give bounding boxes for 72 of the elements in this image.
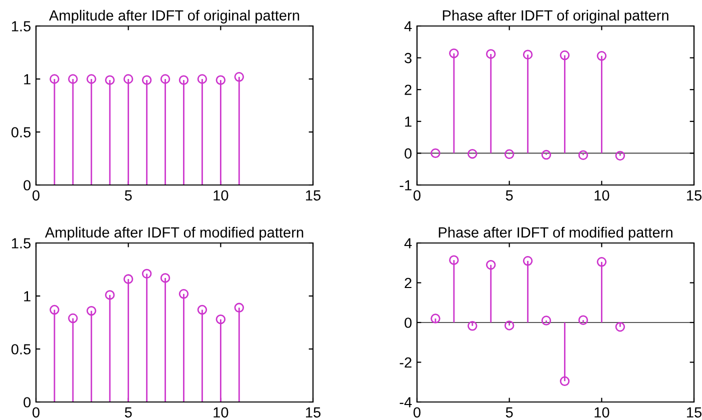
x-tick-label: 10 bbox=[594, 407, 610, 418]
y-tick-label: 0 bbox=[24, 397, 31, 408]
y-tick-label: -1 bbox=[400, 180, 412, 190]
point bbox=[504, 320, 514, 330]
x-tick-label: 0 bbox=[32, 190, 40, 201]
point bbox=[449, 255, 459, 265]
x-tick-label: 5 bbox=[124, 190, 132, 201]
x-tick-label: 10 bbox=[594, 190, 610, 201]
point bbox=[86, 306, 96, 316]
point bbox=[541, 150, 552, 160]
y-tick-label: 3 bbox=[404, 52, 412, 64]
x-tick-label: 15 bbox=[306, 407, 320, 418]
point bbox=[430, 314, 440, 324]
chart-title: Amplitude after IDFT of modified pattern bbox=[44, 226, 304, 240]
x-tick-label: 0 bbox=[414, 190, 420, 201]
point bbox=[449, 48, 459, 58]
point bbox=[541, 316, 552, 326]
point bbox=[578, 315, 588, 325]
y-tick-label: 0 bbox=[24, 180, 31, 190]
y-tick-label: 2 bbox=[404, 84, 412, 95]
x-tick-label: 5 bbox=[124, 407, 132, 418]
x-tick-label: 15 bbox=[306, 190, 320, 201]
point bbox=[560, 50, 570, 60]
point bbox=[486, 260, 496, 270]
chart-title: Phase after IDFT of original pattern bbox=[442, 10, 668, 24]
point bbox=[234, 302, 244, 313]
chart-title: Phase after IDFT of modified pattern bbox=[438, 226, 672, 240]
point bbox=[178, 289, 189, 299]
y-tick-label: 0.5 bbox=[11, 344, 31, 354]
point bbox=[486, 49, 496, 59]
point bbox=[68, 313, 78, 324]
point bbox=[596, 51, 607, 61]
y-tick-label: -4 bbox=[400, 397, 412, 408]
point bbox=[160, 273, 170, 283]
x-tick-label: 10 bbox=[214, 407, 228, 418]
y-tick-label: 0 bbox=[404, 148, 412, 159]
y-tick-label: -2 bbox=[400, 357, 412, 368]
point bbox=[123, 274, 134, 284]
y-tick-label: 2 bbox=[404, 278, 412, 288]
chart-title: Amplitude after IDFT of original pattern bbox=[49, 10, 300, 24]
y-tick-label: 0.5 bbox=[11, 127, 31, 138]
point bbox=[596, 257, 607, 267]
x-tick-label: 5 bbox=[506, 190, 513, 201]
y-tick-label: 1.5 bbox=[12, 21, 31, 32]
point bbox=[522, 256, 533, 266]
x-tick-label: 15 bbox=[687, 407, 702, 418]
x-tick-label: 0 bbox=[414, 407, 420, 418]
x-tick-label: 0 bbox=[32, 407, 40, 418]
y-tick-label: 1 bbox=[24, 74, 30, 84]
point bbox=[468, 148, 478, 159]
point bbox=[430, 148, 440, 158]
point bbox=[468, 321, 478, 331]
y-tick-label: 4 bbox=[404, 238, 412, 248]
point bbox=[216, 314, 226, 324]
point bbox=[615, 322, 625, 332]
y-tick-label: 4 bbox=[404, 21, 412, 32]
point bbox=[560, 376, 570, 386]
point bbox=[504, 149, 514, 160]
point bbox=[578, 150, 588, 160]
x-tick-label: 5 bbox=[506, 407, 513, 418]
point bbox=[50, 304, 60, 315]
x-tick-label: 10 bbox=[214, 190, 228, 201]
point bbox=[142, 268, 152, 279]
point bbox=[105, 290, 115, 300]
point bbox=[522, 50, 533, 60]
point bbox=[197, 304, 208, 315]
y-tick-label: 1.5 bbox=[12, 238, 31, 248]
x-tick-label: 15 bbox=[687, 190, 702, 201]
point bbox=[615, 150, 625, 161]
y-tick-label: 1 bbox=[405, 116, 412, 127]
y-tick-label: 0 bbox=[404, 318, 412, 328]
y-tick-label: 1 bbox=[24, 291, 30, 302]
